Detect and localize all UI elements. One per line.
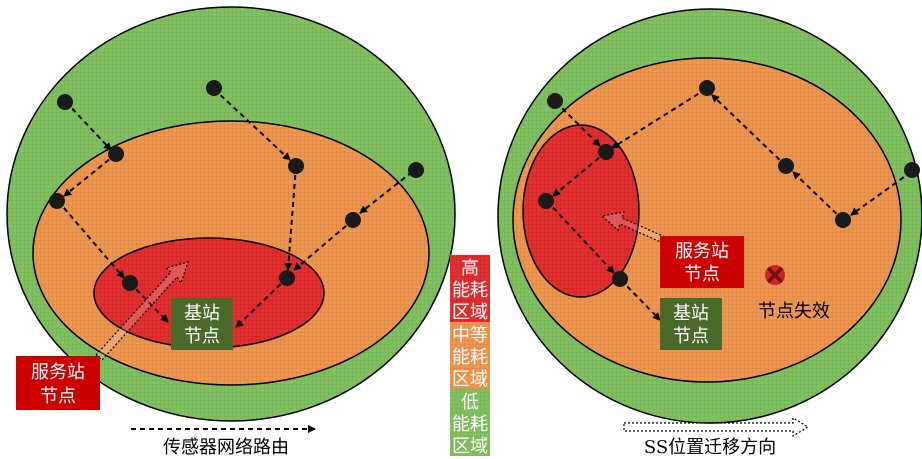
energy-legend: 高 能耗 区域 中等 能耗 区域 低 能耗 区域 — [450, 255, 490, 457]
sensor-node — [122, 275, 138, 291]
base-station-box-left — [171, 298, 233, 350]
sensor-node — [612, 271, 628, 287]
bs-label-line1-right: 基站 — [673, 303, 709, 324]
legend-mid-line3: 区域 — [452, 369, 488, 390]
sensor-node — [57, 94, 73, 110]
service-station-box-right — [660, 236, 744, 288]
ss-label-line1-right: 服务站 — [675, 241, 729, 262]
migration-arrow-right — [600, 211, 666, 244]
legend-low-swatch — [450, 389, 490, 456]
sensor-node — [538, 193, 554, 209]
right-diagram: 服务站 节点 基站 节点 节点失效 — [497, 8, 922, 424]
sensor-node — [778, 158, 794, 174]
failed-node-icon — [765, 265, 785, 285]
legend-high-swatch — [450, 255, 490, 322]
legend-mid-line1: 中等 — [452, 325, 488, 346]
migration-arrow-left — [95, 261, 189, 361]
routing-legend: 传感器网络路由 — [131, 425, 316, 458]
sensor-nodes-right — [538, 80, 920, 287]
routing-paths-right — [546, 88, 912, 321]
failed-node-label: 节点失效 — [758, 301, 830, 322]
sensor-node — [408, 162, 424, 178]
bs-label-line2-left: 节点 — [184, 326, 220, 347]
sensor-node — [904, 162, 920, 178]
sensor-node — [288, 158, 304, 174]
legend-high-line2: 能耗 — [452, 280, 488, 301]
sensor-node — [699, 80, 715, 96]
sensor-node — [835, 212, 851, 228]
legend-high-line1: 高 — [461, 258, 479, 279]
sensor-node — [108, 146, 124, 162]
legend-low-line3: 区域 — [452, 436, 488, 457]
high-energy-zone-right — [522, 124, 640, 298]
sensor-node — [547, 93, 563, 109]
legend-mid-line2: 能耗 — [452, 347, 488, 368]
sensor-node — [279, 270, 295, 286]
legend-mid-swatch — [450, 322, 490, 389]
ss-label-line2-right: 节点 — [684, 264, 720, 285]
ss-label-line2-left: 节点 — [40, 386, 76, 407]
left-diagram: 基站 节点 服务站 节点 — [6, 6, 456, 422]
routing-paths-left — [57, 88, 413, 328]
service-station-box-left — [16, 356, 100, 410]
sensor-node — [598, 144, 614, 160]
migration-legend-arrow — [623, 416, 810, 438]
sensor-node — [49, 193, 65, 209]
migration-legend: SS位置迁移方向 — [623, 416, 810, 458]
legend-low-line1: 低 — [461, 392, 479, 413]
bs-label-line1-left: 基站 — [184, 303, 220, 324]
legend-high-line3: 区域 — [452, 302, 488, 323]
base-station-box-right — [660, 298, 722, 350]
sensor-node — [206, 80, 222, 96]
migration-legend-label: SS位置迁移方向 — [644, 437, 776, 458]
ss-label-line1-left: 服务站 — [31, 362, 85, 383]
routing-legend-label: 传感器网络路由 — [163, 437, 289, 458]
sensor-node — [345, 212, 361, 228]
sensor-nodes-left — [49, 80, 424, 291]
bs-label-line2-right: 节点 — [673, 326, 709, 347]
legend-low-line2: 能耗 — [452, 414, 488, 435]
